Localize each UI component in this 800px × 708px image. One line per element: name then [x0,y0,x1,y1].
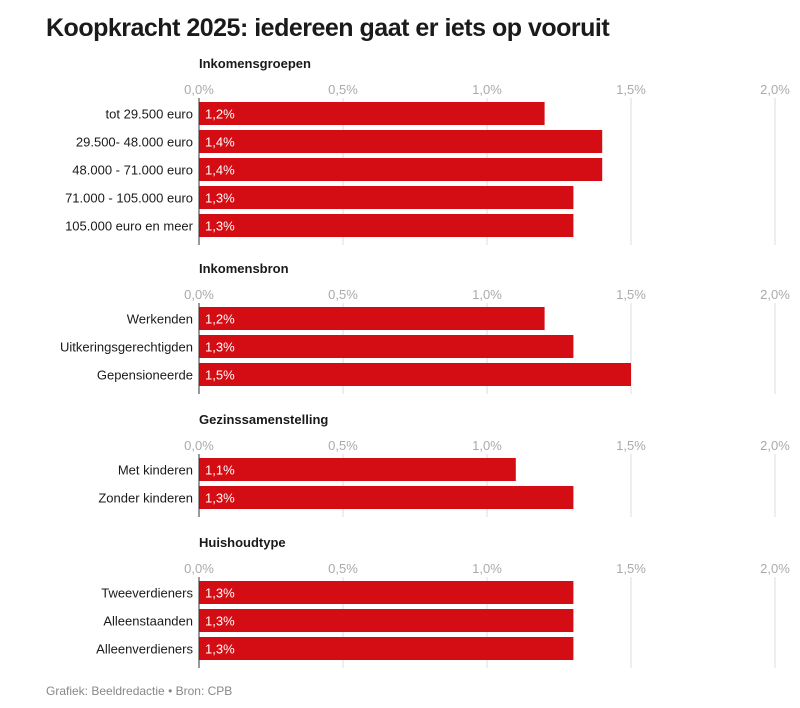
bar [199,158,603,181]
tick-label: 0,0% [184,82,214,97]
tick-label: 2,0% [760,561,790,576]
category-label: tot 29.500 euro [106,107,193,122]
bar [199,581,574,604]
bar [199,335,574,358]
data-label: 1,3% [205,642,235,657]
data-label: 1,1% [205,463,235,478]
tick-label: 1,0% [472,82,502,97]
tick-label: 1,5% [616,82,646,97]
bar [199,214,574,237]
tick-label: 0,5% [328,82,358,97]
category-label: Zonder kinderen [98,491,193,506]
tick-label: 0,5% [328,287,358,302]
data-label: 1,3% [205,614,235,629]
data-label: 1,3% [205,586,235,601]
panel-title: Inkomensbron [199,261,289,276]
category-label: 29.500- 48.000 euro [76,135,193,150]
panel-title: Gezinssamenstelling [199,412,328,427]
category-label: 71.000 - 105.000 euro [65,191,193,206]
tick-label: 1,5% [616,561,646,576]
tick-label: 1,0% [472,438,502,453]
category-label: Uitkeringsgerechtigden [60,340,193,355]
tick-label: 0,0% [184,438,214,453]
tick-label: 1,0% [472,287,502,302]
panel-title: Huishoudtype [199,535,286,550]
bar [199,363,631,386]
bar-chart: Inkomensgroepen 0,0% 0,5% 1,0% 1,5% 2,0% tot 2… [60,56,790,668]
bar [199,130,603,153]
source-note: Grafiek: Beeldredactie • Bron: CPB [46,684,233,698]
category-label: Alleenstaanden [103,614,193,629]
data-label: 1,2% [205,312,235,327]
data-label: 1,5% [205,368,235,383]
category-label: Werkenden [127,312,193,327]
category-label: 48.000 - 71.000 euro [72,163,193,178]
tick-label: 0,5% [328,438,358,453]
tick-label: 0,5% [328,561,358,576]
tick-label: 1,5% [616,438,646,453]
data-label: 1,2% [205,107,235,122]
tick-label: 1,5% [616,287,646,302]
panel-title: Inkomensgroepen [199,56,311,71]
bar [199,186,574,209]
category-label: Alleenverdieners [96,642,193,657]
tick-label: 2,0% [760,287,790,302]
tick-label: 2,0% [760,82,790,97]
category-label: Met kinderen [118,463,193,478]
data-label: 1,3% [205,491,235,506]
data-label: 1,4% [205,163,235,178]
category-label: 105.000 euro en meer [65,219,194,234]
bar [199,307,545,330]
tick-label: 1,0% [472,561,502,576]
data-label: 1,3% [205,191,235,206]
bar [199,609,574,632]
data-label: 1,3% [205,340,235,355]
bar [199,637,574,660]
category-label: Gepensioneerde [97,368,193,383]
category-label: Tweeverdieners [101,586,193,601]
bar [199,458,516,481]
tick-label: 0,0% [184,287,214,302]
bar [199,102,545,125]
page-title: Koopkracht 2025: iedereen gaat er iets o… [46,14,610,42]
tick-label: 2,0% [760,438,790,453]
data-label: 1,4% [205,135,235,150]
data-label: 1,3% [205,219,235,234]
tick-label: 0,0% [184,561,214,576]
bar [199,486,574,509]
